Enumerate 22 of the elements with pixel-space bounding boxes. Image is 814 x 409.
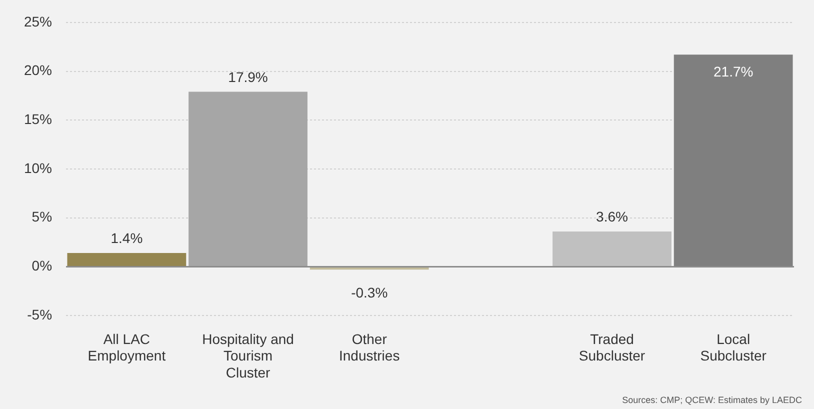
data-label: 17.9% [228, 68, 268, 85]
data-label: 21.7% [713, 64, 754, 80]
y-tick-label: 10% [24, 160, 52, 176]
y-tick-label: -5% [27, 306, 52, 322]
bar [67, 253, 186, 266]
x-tick-label: Local Subcluster [700, 330, 767, 364]
data-label: 3.6% [596, 208, 628, 225]
y-tick-label: 15% [24, 110, 52, 127]
x-tick-label: Traded Subcluster [578, 330, 646, 364]
bar [188, 92, 308, 266]
y-tick-label: 20% [24, 62, 52, 78]
x-tick-label: All LAC Employment [88, 330, 166, 364]
y-tick-label: 0% [32, 258, 52, 274]
y-tick-label: 25% [24, 13, 52, 30]
data-label: 1.4% [110, 230, 143, 246]
x-tick-label: Other Industries [338, 330, 400, 364]
bar [674, 54, 793, 266]
x-tick-label: Hospitality and Tourism Cluster [202, 330, 294, 380]
data-label: -0.3% [351, 284, 388, 301]
source-note: Sources: CMP; QCEW: Estimates by LAEDC [622, 395, 802, 405]
bar [552, 232, 672, 266]
y-tick-label: 5% [32, 208, 52, 225]
